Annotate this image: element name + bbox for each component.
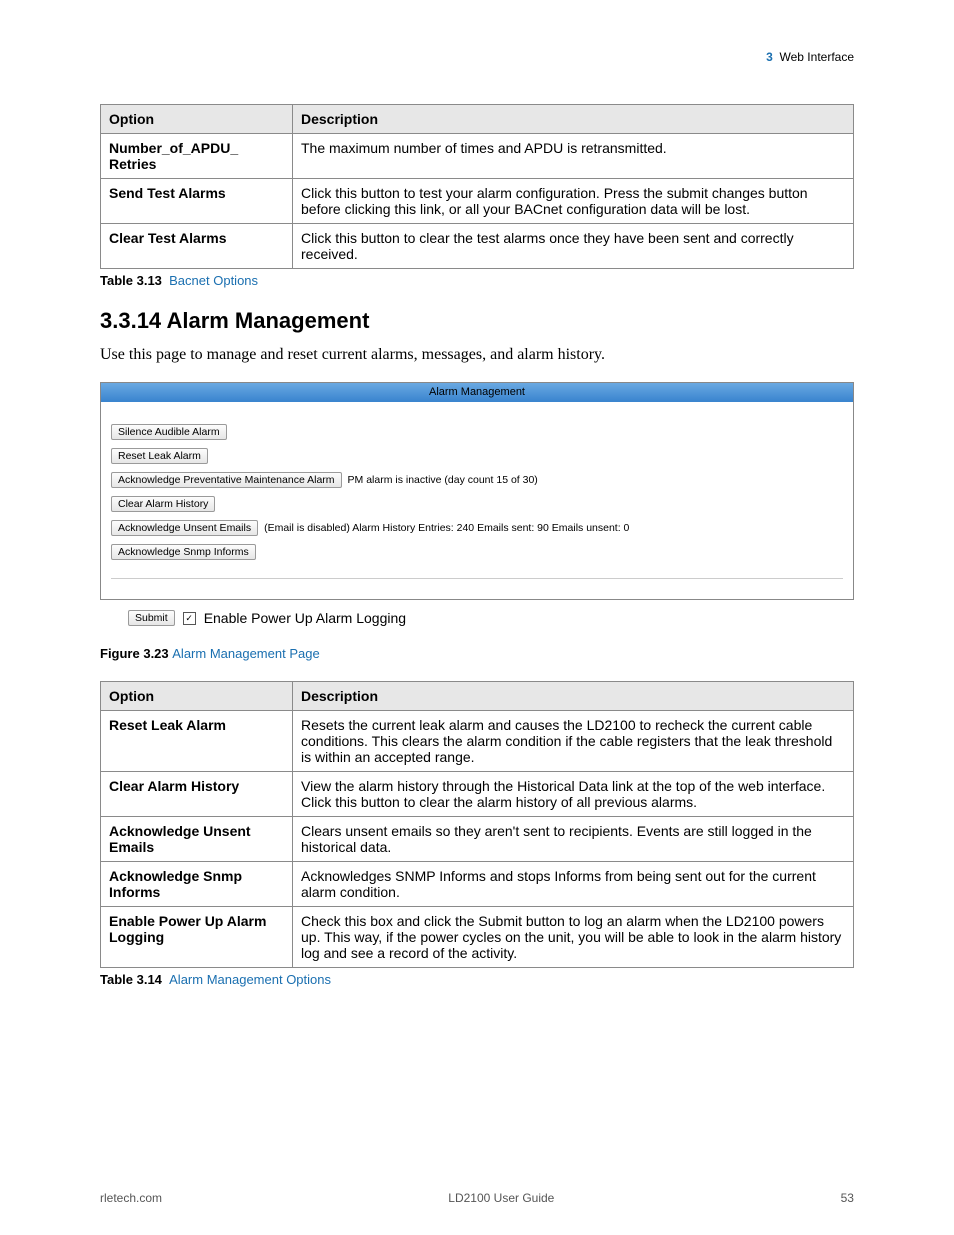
col-description: Description: [293, 682, 854, 711]
section-intro: Use this page to manage and reset curren…: [100, 346, 854, 364]
table-row: Acknowledge Unsent Emails Clears unsent …: [101, 817, 854, 862]
section-heading: 3.3.14 Alarm Management: [100, 308, 854, 334]
reset-leak-button[interactable]: Reset Leak Alarm: [111, 448, 208, 464]
alarm-mgmt-screenshot: Alarm Management Silence Audible Alarm R…: [100, 382, 854, 600]
clear-history-button[interactable]: Clear Alarm History: [111, 496, 215, 512]
opt-cell: Number_of_APDU_Retries: [101, 134, 293, 179]
caption-label: Table 3.13: [100, 273, 162, 288]
opt-cell: Clear Alarm History: [101, 772, 293, 817]
opt-cell: Enable Power Up Alarm Logging: [101, 907, 293, 968]
caption-link[interactable]: Alarm Management Page: [172, 646, 319, 661]
table-row: Enable Power Up Alarm Logging Check this…: [101, 907, 854, 968]
pm-status-text: PM alarm is inactive (day count 15 of 30…: [348, 474, 538, 486]
table-row: Reset Leak Alarm Resets the current leak…: [101, 711, 854, 772]
col-option: Option: [101, 682, 293, 711]
caption-label: Figure 3.23: [100, 646, 169, 661]
figure-caption: Figure 3.23 Alarm Management Page: [100, 646, 854, 661]
caption-link[interactable]: Alarm Management Options: [169, 972, 331, 987]
desc-cell: Click this button to test your alarm con…: [293, 179, 854, 224]
breadcrumb-text: Web Interface: [780, 50, 854, 64]
opt-cell: Reset Leak Alarm: [101, 711, 293, 772]
opt-cell: Acknowledge Snmp Informs: [101, 862, 293, 907]
powerup-logging-checkbox[interactable]: ✓: [183, 612, 196, 625]
caption-link[interactable]: Bacnet Options: [169, 273, 258, 288]
desc-cell: Click this button to clear the test alar…: [293, 224, 854, 269]
emails-status-text: (Email is disabled) Alarm History Entrie…: [264, 522, 629, 534]
desc-cell: Clears unsent emails so they aren't sent…: [293, 817, 854, 862]
opt-cell: Clear Test Alarms: [101, 224, 293, 269]
footer-left: rletech.com: [100, 1191, 162, 1205]
silence-alarm-button[interactable]: Silence Audible Alarm: [111, 424, 227, 440]
table-row: Send Test Alarms Click this button to te…: [101, 179, 854, 224]
table-row: Acknowledge Snmp Informs Acknowledges SN…: [101, 862, 854, 907]
ack-snmp-button[interactable]: Acknowledge Snmp Informs: [111, 544, 256, 560]
ack-emails-button[interactable]: Acknowledge Unsent Emails: [111, 520, 258, 536]
footer-center: LD2100 User Guide: [448, 1191, 554, 1205]
table-row: Clear Test Alarms Click this button to c…: [101, 224, 854, 269]
submit-button[interactable]: Submit: [128, 610, 175, 626]
desc-cell: Check this box and click the Submit butt…: [293, 907, 854, 968]
table-caption: Table 3.13 Bacnet Options: [100, 273, 854, 288]
breadcrumb: 3 Web Interface: [100, 50, 854, 64]
page-footer: rletech.com LD2100 User Guide 53: [100, 1191, 854, 1205]
footer-right: 53: [841, 1191, 854, 1205]
desc-cell: Acknowledges SNMP Informs and stops Info…: [293, 862, 854, 907]
breadcrumb-num: 3: [766, 50, 773, 64]
ack-pm-button[interactable]: Acknowledge Preventative Maintenance Ala…: [111, 472, 342, 488]
opt-cell: Acknowledge Unsent Emails: [101, 817, 293, 862]
table-row: Number_of_APDU_Retries The maximum numbe…: [101, 134, 854, 179]
shot-title: Alarm Management: [101, 383, 853, 402]
col-option: Option: [101, 105, 293, 134]
checkbox-label: Enable Power Up Alarm Logging: [204, 610, 406, 626]
desc-cell: Resets the current leak alarm and causes…: [293, 711, 854, 772]
caption-label: Table 3.14: [100, 972, 162, 987]
col-description: Description: [293, 105, 854, 134]
desc-cell: View the alarm history through the Histo…: [293, 772, 854, 817]
opt-cell: Send Test Alarms: [101, 179, 293, 224]
alarm-options-table: Option Description Reset Leak Alarm Rese…: [100, 681, 854, 968]
bacnet-options-table: Option Description Number_of_APDU_Retrie…: [100, 104, 854, 269]
desc-cell: The maximum number of times and APDU is …: [293, 134, 854, 179]
table-row: Clear Alarm History View the alarm histo…: [101, 772, 854, 817]
table-caption: Table 3.14 Alarm Management Options: [100, 972, 854, 987]
